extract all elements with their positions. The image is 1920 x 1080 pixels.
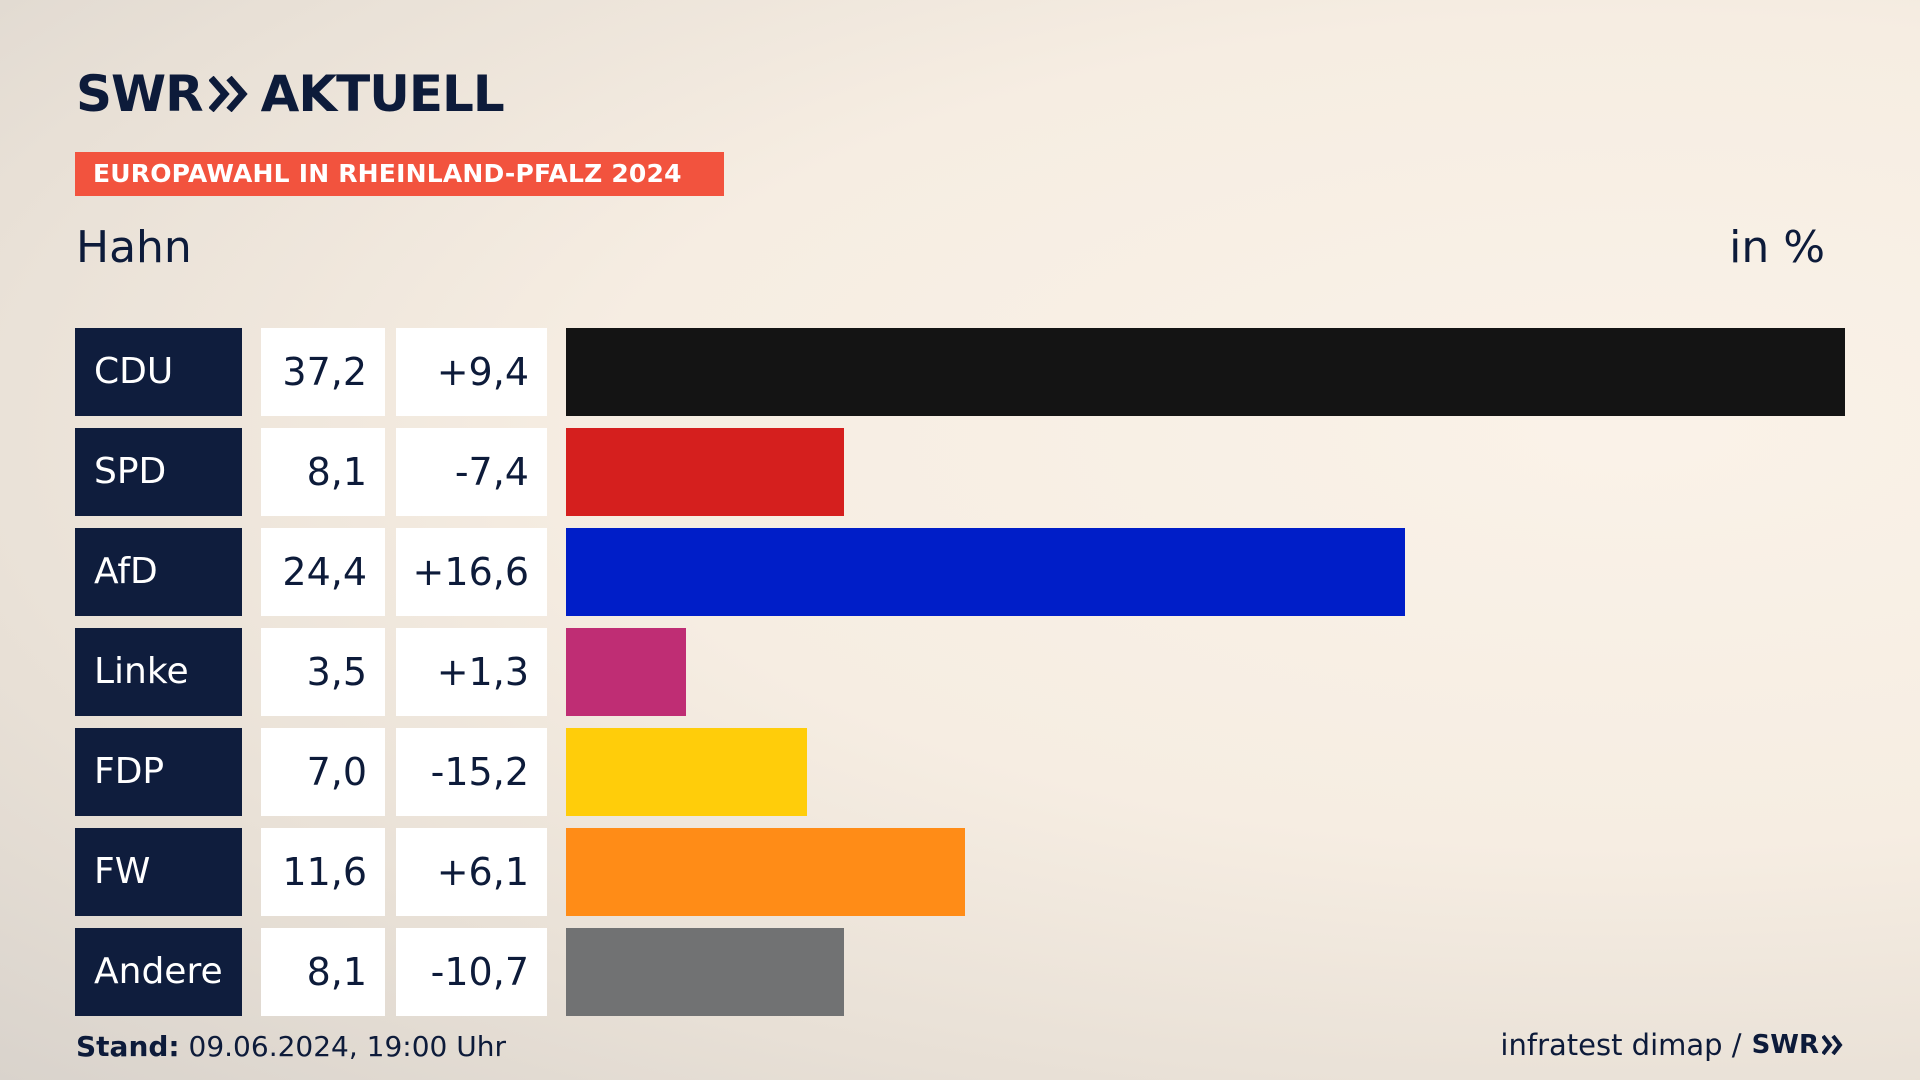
bar-row: FDP 7,0 -15,2 [0,728,1920,816]
vote-change-value: +16,6 [396,528,547,616]
bar [566,328,1845,416]
bar-row: SPD 8,1 -7,4 [0,428,1920,516]
logo-aktuell-text: AKTUELL [260,65,505,123]
vote-share-value: 3,5 [261,628,385,716]
bar-row: AfD 24,4 +16,6 [0,528,1920,616]
timestamp: Stand: 09.06.2024, 19:00 Uhr [76,1030,506,1063]
party-label: CDU [75,328,242,416]
vote-change-value: -15,2 [396,728,547,816]
vote-change-value: +6,1 [396,828,547,916]
party-label: Andere [75,928,242,1016]
bar-row: CDU 37,2 +9,4 [0,328,1920,416]
source-credit: infratest dimap / SWR [1500,1028,1844,1062]
party-label: FW [75,828,242,916]
double-chevron-small-icon [1822,1035,1843,1055]
vote-share-value: 8,1 [261,928,385,1016]
swr-aktuell-logo: SWR AKTUELL [76,64,505,124]
stand-label: Stand: [76,1030,180,1063]
bar [566,428,844,516]
double-chevron-icon [208,76,249,112]
bar [566,728,807,816]
swr-small-text: SWR [1751,1030,1819,1060]
source-text: infratest dimap / [1500,1028,1742,1062]
vote-share-value: 11,6 [261,828,385,916]
unit-label: in % [1729,222,1825,273]
party-label: SPD [75,428,242,516]
bar-row: FW 11,6 +6,1 [0,828,1920,916]
vote-share-value: 24,4 [261,528,385,616]
region-title: Hahn [76,222,192,273]
bar [566,928,844,1016]
vote-share-value: 8,1 [261,428,385,516]
vote-share-value: 7,0 [261,728,385,816]
bar [566,828,965,916]
vote-change-value: -7,4 [396,428,547,516]
vote-change-value: +1,3 [396,628,547,716]
logo-swr-text: SWR [76,65,204,123]
vote-change-value: +9,4 [396,328,547,416]
stand-value: 09.06.2024, 19:00 Uhr [188,1030,506,1063]
vote-share-value: 37,2 [261,328,385,416]
swr-small-logo: SWR [1752,1030,1844,1060]
vote-change-value: -10,7 [396,928,547,1016]
election-label: EUROPAWAHL IN RHEINLAND-PFALZ 2024 [75,152,724,196]
party-label: AfD [75,528,242,616]
bar-row: Andere 8,1 -10,7 [0,928,1920,1016]
bar [566,628,686,716]
bar-row: Linke 3,5 +1,3 [0,628,1920,716]
bar [566,528,1405,616]
party-label: Linke [75,628,242,716]
party-label: FDP [75,728,242,816]
